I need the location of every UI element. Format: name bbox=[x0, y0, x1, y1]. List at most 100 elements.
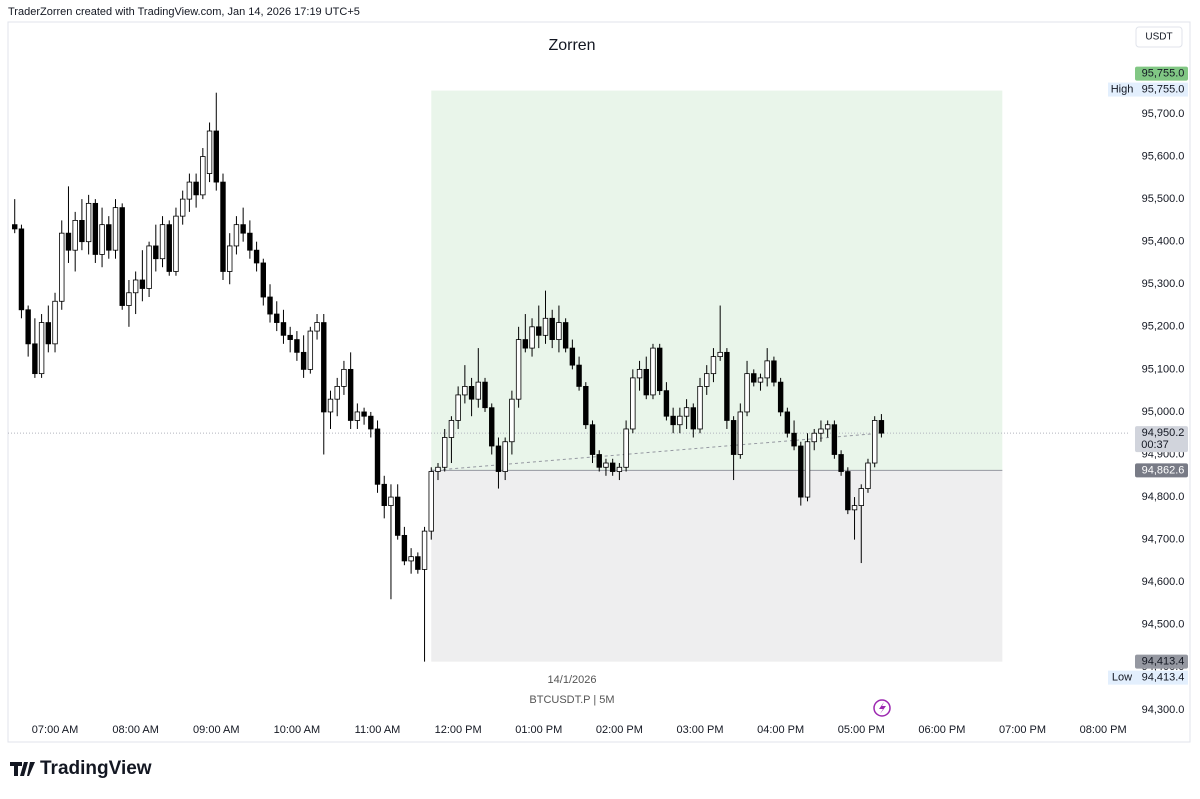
x-tick-label: 04:00 PM bbox=[757, 724, 804, 736]
x-tick-label: 01:00 PM bbox=[515, 724, 562, 736]
candle-body bbox=[556, 322, 562, 340]
candle-body bbox=[583, 386, 589, 426]
candle-body bbox=[878, 420, 885, 434]
candle-body bbox=[166, 224, 172, 272]
candle-body bbox=[791, 432, 797, 447]
candle-body bbox=[569, 347, 576, 366]
candle-body bbox=[415, 556, 421, 570]
x-tick-label: 07:00 PM bbox=[999, 724, 1046, 736]
candle-body bbox=[18, 228, 25, 311]
x-tick-label: 05:00 PM bbox=[838, 724, 885, 736]
candle-body bbox=[99, 224, 105, 255]
symbol-label: BTCUSDT.P | 5M bbox=[529, 694, 614, 706]
candle-body bbox=[294, 339, 300, 353]
candle-body bbox=[784, 411, 791, 434]
candle-body bbox=[79, 219, 85, 243]
candle-body bbox=[845, 471, 851, 511]
candle-body bbox=[509, 398, 515, 443]
candle-body bbox=[596, 454, 602, 468]
y-tick-label: 95,300.0 bbox=[1142, 278, 1185, 290]
candle-body bbox=[851, 505, 858, 511]
candle-body bbox=[865, 462, 871, 489]
candle-body bbox=[112, 207, 119, 251]
candle-body bbox=[462, 386, 468, 396]
candle-body bbox=[314, 322, 320, 332]
candle-body bbox=[267, 296, 273, 315]
y-tick-label: 95,700.0 bbox=[1142, 108, 1185, 120]
candle-body bbox=[475, 381, 481, 400]
candle-body bbox=[52, 300, 58, 345]
candle-body bbox=[804, 441, 811, 498]
entry-label-box bbox=[1135, 463, 1188, 478]
candle-body bbox=[650, 347, 656, 396]
candle-body bbox=[522, 339, 529, 349]
candle-body bbox=[643, 368, 649, 396]
candle-body bbox=[697, 386, 703, 430]
candle-body bbox=[730, 420, 737, 455]
candle-body bbox=[616, 466, 623, 472]
y-tick-label: 95,400.0 bbox=[1142, 236, 1185, 248]
candle-body bbox=[227, 245, 233, 272]
candle-body bbox=[300, 351, 307, 370]
last-price-label: 94,950.2 bbox=[1142, 427, 1185, 439]
entry-label: 94,862.6 bbox=[1142, 464, 1185, 476]
candle-body bbox=[59, 232, 65, 302]
candle-body bbox=[213, 130, 219, 183]
candle-body bbox=[744, 373, 750, 413]
candle-body bbox=[657, 347, 663, 392]
candle-body bbox=[704, 373, 710, 387]
candle-body bbox=[710, 356, 717, 375]
y-tick-label: 95,600.0 bbox=[1142, 150, 1185, 162]
alert-icon[interactable] bbox=[873, 699, 891, 717]
candle-body bbox=[542, 317, 549, 336]
candle-body bbox=[193, 181, 199, 196]
candle-body bbox=[361, 411, 367, 417]
marker-label: 95,755.0 bbox=[1142, 83, 1185, 95]
candle-body bbox=[260, 262, 267, 298]
candle-body bbox=[495, 445, 502, 472]
candle-body bbox=[435, 466, 441, 472]
x-tick-label: 08:00 AM bbox=[112, 724, 158, 736]
candle-body bbox=[233, 224, 240, 247]
candle-body bbox=[106, 224, 112, 251]
marker-box bbox=[1108, 670, 1188, 685]
candle-body bbox=[798, 445, 804, 498]
currency-button[interactable] bbox=[1135, 26, 1183, 48]
candle-body bbox=[179, 198, 186, 217]
x-tick-label: 09:00 AM bbox=[193, 724, 239, 736]
candle-body bbox=[442, 437, 448, 468]
candle-body bbox=[683, 407, 690, 417]
candle-body bbox=[200, 156, 206, 196]
candle-body bbox=[811, 432, 817, 443]
candle-body bbox=[186, 181, 193, 200]
candle-body bbox=[72, 219, 78, 251]
brand: TradingView bbox=[40, 758, 152, 779]
candle-body bbox=[468, 386, 475, 400]
candle-body bbox=[529, 326, 535, 349]
candle-body bbox=[663, 390, 670, 417]
candle-body bbox=[206, 130, 213, 174]
currency[interactable]: USDT bbox=[1145, 32, 1172, 43]
candle-body bbox=[717, 351, 723, 358]
y-tick-label: 94,600.0 bbox=[1142, 576, 1185, 588]
candle-body bbox=[777, 381, 784, 413]
frame bbox=[7, 21, 1191, 743]
x-tick-label: 08:00 PM bbox=[1080, 724, 1127, 736]
candle-body bbox=[321, 322, 327, 413]
date-label: 14/1/2026 bbox=[548, 674, 597, 686]
candle-body bbox=[347, 368, 354, 421]
candle-body bbox=[576, 364, 582, 387]
candle-body bbox=[623, 428, 629, 468]
y-tick-label: 94,800.0 bbox=[1142, 491, 1185, 503]
x-tick-label: 10:00 AM bbox=[274, 724, 320, 736]
y-tick-label: 95,000.0 bbox=[1142, 406, 1185, 418]
x-tick-label: 03:00 PM bbox=[676, 724, 723, 736]
marker-label: 94,413.4 bbox=[1142, 672, 1185, 684]
candle-body bbox=[448, 420, 455, 438]
x-tick-label: 06:00 PM bbox=[918, 724, 965, 736]
candle-body bbox=[85, 202, 92, 243]
candle-body bbox=[858, 488, 864, 506]
stop-zone bbox=[431, 470, 1003, 662]
